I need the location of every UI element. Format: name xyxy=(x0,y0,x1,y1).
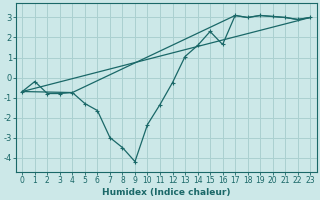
X-axis label: Humidex (Indice chaleur): Humidex (Indice chaleur) xyxy=(102,188,230,197)
